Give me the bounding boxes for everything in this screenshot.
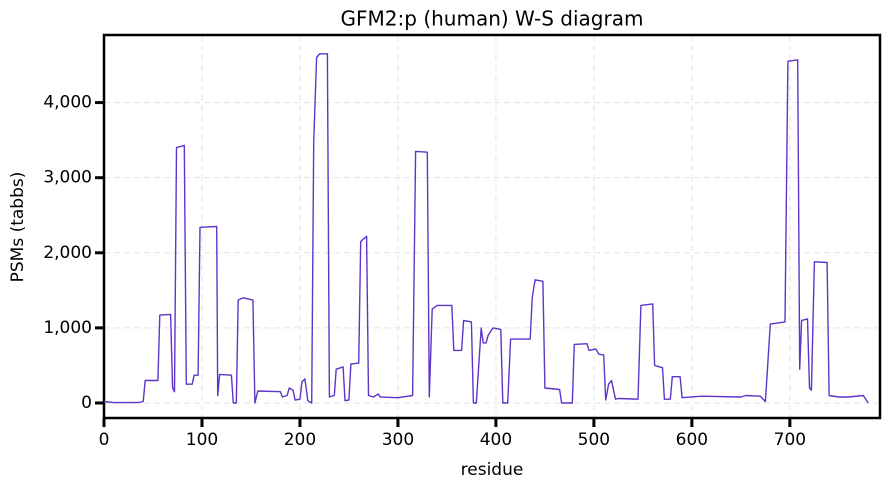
y-tick-label: 0 bbox=[81, 393, 92, 413]
x-tick-label: 400 bbox=[480, 430, 512, 450]
x-tick-label: 300 bbox=[382, 430, 414, 450]
x-axis-label: residue bbox=[461, 460, 524, 480]
x-tick-label: 200 bbox=[284, 430, 316, 450]
plot-frame bbox=[102, 33, 882, 420]
chart-title: GFM2:p (human) W-S diagram bbox=[341, 7, 644, 31]
y-tick-label: 1,000 bbox=[43, 318, 92, 338]
y-tick-label: 4,000 bbox=[43, 93, 92, 113]
x-tick-label: 700 bbox=[774, 430, 806, 450]
x-tick-label: 100 bbox=[186, 430, 218, 450]
x-tick-label: 0 bbox=[99, 430, 110, 450]
y-tick-label: 2,000 bbox=[43, 243, 92, 263]
y-tick-label: 3,000 bbox=[43, 168, 92, 188]
x-tick-label: 600 bbox=[676, 430, 708, 450]
data-line bbox=[103, 53, 869, 404]
y-axis-label: PSMs (tabbs) bbox=[8, 172, 28, 283]
x-tick-label: 500 bbox=[578, 430, 610, 450]
